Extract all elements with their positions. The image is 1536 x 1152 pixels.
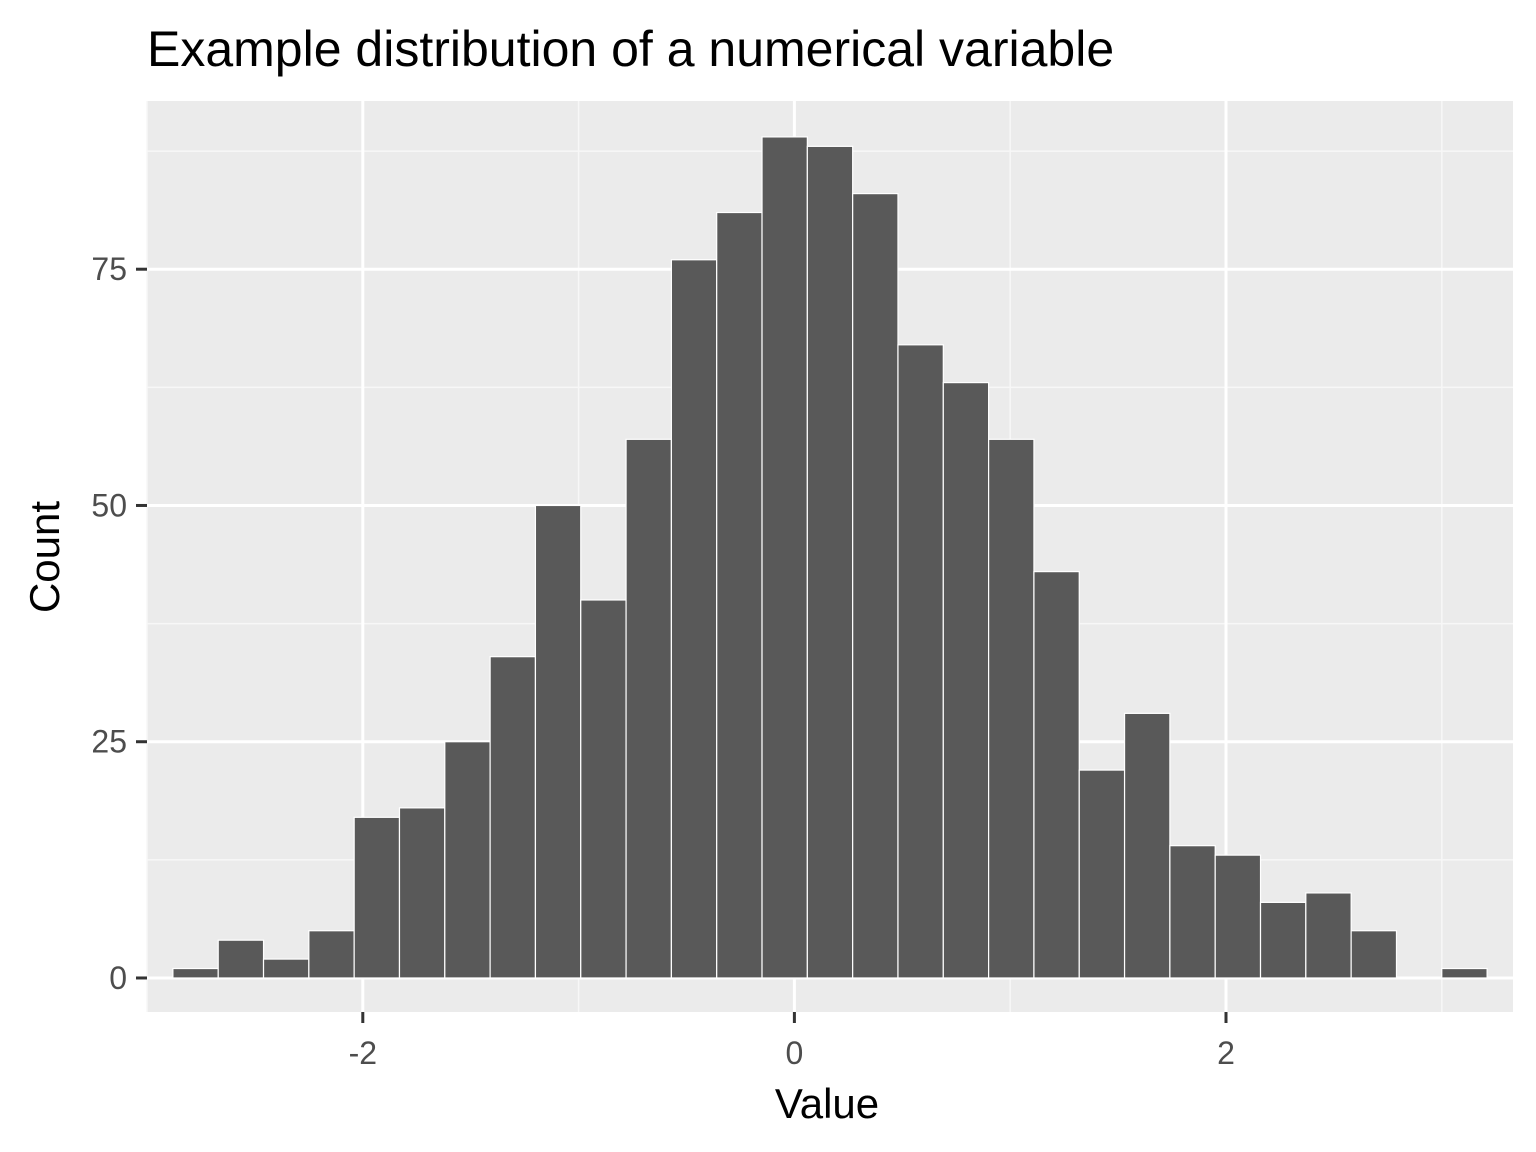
histogram-bar (716, 211, 763, 979)
y-tick-label: 25 (91, 724, 127, 760)
histogram-bar (897, 344, 944, 979)
histogram-bar (172, 967, 219, 979)
histogram-bar (1214, 854, 1262, 979)
histogram-bar (444, 741, 491, 979)
histogram-bar (852, 193, 899, 979)
histogram-bar (1305, 892, 1352, 979)
histogram-bar (761, 136, 808, 979)
x-axis-title: Value (775, 1080, 879, 1127)
histogram-bar (308, 930, 355, 979)
histogram-bar (534, 504, 582, 979)
histogram-bar (580, 599, 627, 979)
histogram-bar (942, 382, 990, 979)
histogram-bar (1169, 845, 1216, 979)
histogram-bar (1259, 901, 1307, 979)
histogram-bar (625, 438, 672, 979)
chart-title: Example distribution of a numerical vari… (147, 21, 1114, 77)
histogram-bar (1123, 712, 1171, 979)
x-axis: -2 0 2 (349, 1012, 1235, 1071)
y-tick-label: 75 (91, 251, 127, 287)
histogram-bar (1350, 930, 1398, 979)
histogram-bar (988, 438, 1035, 979)
histogram-bar (217, 939, 265, 979)
y-axis-title: Count (21, 501, 68, 613)
histogram-bars (172, 136, 1488, 979)
histogram-bar (489, 656, 537, 979)
histogram-bar (1441, 967, 1488, 979)
x-tick-label: -2 (349, 1035, 377, 1071)
histogram-bar (353, 816, 401, 979)
x-tick-label: 2 (1217, 1035, 1235, 1071)
histogram-bar (670, 259, 718, 979)
histogram-bar (1033, 571, 1080, 979)
histogram-bar (806, 145, 854, 979)
y-axis: 0 25 50 75 (91, 251, 147, 996)
histogram-bar (398, 807, 446, 979)
y-tick-label: 0 (109, 960, 127, 996)
histogram-bar (262, 958, 310, 979)
y-tick-label: 50 (91, 487, 127, 523)
histogram-bar (1078, 769, 1126, 979)
x-tick-label: 0 (785, 1035, 803, 1071)
